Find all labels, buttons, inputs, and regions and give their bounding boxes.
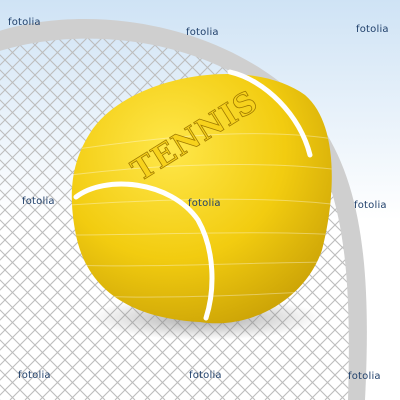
racket-string — [264, 22, 363, 400]
watermark-text: fotolia — [22, 196, 55, 207]
racket-string — [0, 22, 181, 400]
racket-string — [0, 22, 121, 400]
ball-seam-left — [73, 181, 215, 321]
watermark-text: fotolia — [8, 17, 41, 28]
racket-string — [0, 22, 111, 400]
ball-seam-top — [227, 69, 313, 158]
tennis-ball: TENNIS — [71, 69, 332, 324]
racket-string — [0, 22, 171, 400]
watermark-text: fotolia — [18, 370, 51, 381]
racket-string — [0, 22, 126, 400]
racket-string — [0, 22, 151, 400]
racket-string — [234, 22, 363, 400]
watermark-text: fotolia — [189, 370, 222, 381]
racket-string — [0, 22, 81, 400]
watermark-text: fotolia — [356, 24, 389, 35]
racket-string — [0, 22, 231, 400]
racket-string — [0, 22, 136, 400]
racket-string — [0, 22, 106, 400]
racket-string — [0, 22, 201, 400]
racket-string — [0, 22, 246, 400]
racket-string — [0, 22, 261, 400]
watermark-text: fotolia — [186, 27, 219, 38]
racket-string — [0, 22, 141, 400]
watermark-text: fotolia — [348, 371, 381, 382]
racket-string — [279, 22, 363, 400]
racket-string — [249, 22, 363, 400]
racket-string — [0, 22, 91, 400]
racket-string — [0, 22, 216, 400]
watermark-text: fotolia — [354, 200, 387, 211]
racket-string — [0, 22, 186, 400]
ball-body — [71, 73, 332, 324]
racket-string — [0, 22, 156, 400]
racket-string — [0, 22, 96, 400]
watermark-text: fotolia — [188, 198, 221, 209]
racket-string — [0, 22, 76, 400]
racket-string — [0, 22, 166, 400]
